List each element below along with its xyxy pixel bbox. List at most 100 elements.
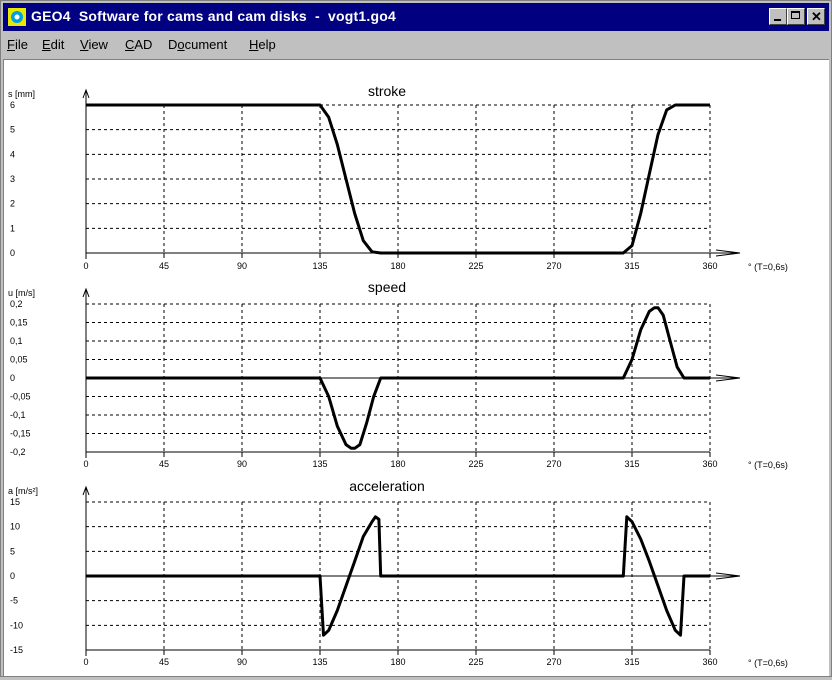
y-tick-label: 10 <box>10 522 20 532</box>
menu-file-label: ile <box>14 37 28 52</box>
x-axis-unit-label: ° (T=0,6s) <box>748 262 788 272</box>
x-tick-label: 270 <box>546 261 561 271</box>
document-area: stroke s [mm] 0 1 2 3 4 5 6 0 45 90 135 180 225 270 315 3… <box>3 59 829 676</box>
menu-cad-mnemonic: C <box>125 37 135 52</box>
y-tick-label: 0,1 <box>10 336 23 346</box>
y-tick-label: 4 <box>10 149 15 159</box>
series-line <box>86 515 710 637</box>
y-tick-label: -0,1 <box>10 410 26 420</box>
y-tick-label: 0,05 <box>10 355 28 365</box>
y-axis-arrow <box>82 88 90 99</box>
y-tick-label: 0 <box>10 373 15 383</box>
y-tick-label: 15 <box>10 497 20 507</box>
x-tick-label: 0 <box>83 459 88 469</box>
x-axis-unit-label: ° (T=0,6s) <box>748 658 788 668</box>
y-tick-label: 3 <box>10 174 15 184</box>
window-title: GEO4 Software for cams and cam disks - v… <box>31 8 396 24</box>
x-tick-label: 0 <box>83 261 88 271</box>
y-tick-label: 0 <box>10 571 15 581</box>
menu-bar: File Edit View CAD Document Help <box>3 33 829 57</box>
x-tick-label: 45 <box>159 657 169 667</box>
maximize-button[interactable] <box>787 8 805 25</box>
y-axis-label: s [mm] <box>8 89 35 99</box>
menu-edit-mnemonic: E <box>42 37 51 52</box>
y-tick-label: 1 <box>10 223 15 233</box>
chart-title: speed <box>368 279 406 295</box>
x-tick-label: 270 <box>546 459 561 469</box>
x-tick-label: 225 <box>468 459 483 469</box>
menu-help-label: elp <box>258 37 276 52</box>
menu-edit[interactable]: Edit <box>42 37 64 52</box>
x-tick-label: 0 <box>83 657 88 667</box>
y-tick-label: -10 <box>10 620 23 630</box>
y-axis-label: u [m/s] <box>8 288 35 298</box>
x-tick-label: 360 <box>702 261 717 271</box>
y-tick-label: -15 <box>10 645 23 655</box>
x-tick-label: 180 <box>390 657 405 667</box>
x-tick-label: 90 <box>237 657 247 667</box>
y-axis-arrow <box>82 485 90 496</box>
y-tick-label: 0 <box>10 248 15 258</box>
y-tick-label: 6 <box>10 100 15 110</box>
x-tick-label: 135 <box>312 657 327 667</box>
x-tick-label: 360 <box>702 657 717 667</box>
y-axis-label: a [m/s²] <box>8 486 38 496</box>
x-tick-label: 270 <box>546 657 561 667</box>
chart-title: stroke <box>368 83 406 99</box>
x-axis-arrow <box>715 249 741 257</box>
y-tick-label: 5 <box>10 546 15 556</box>
menu-cad-label: AD <box>134 37 153 52</box>
x-tick-label: 45 <box>159 459 169 469</box>
close-icon: ✕ <box>811 9 822 24</box>
menu-file-mnemonic: F <box>7 37 15 52</box>
x-tick-label: 90 <box>237 459 247 469</box>
y-tick-label: 0,15 <box>10 318 28 328</box>
y-tick-label: 5 <box>10 125 15 135</box>
y-tick-label: -5 <box>10 596 18 606</box>
y-tick-label: -0,05 <box>10 392 31 402</box>
menu-help-mnemonic: H <box>249 37 259 52</box>
x-axis-arrow <box>715 572 741 580</box>
x-axis-arrow <box>715 374 741 382</box>
series-line <box>86 103 710 255</box>
menu-file[interactable]: File <box>7 37 28 52</box>
close-button[interactable]: ✕ <box>807 8 825 25</box>
maximize-icon <box>791 11 800 19</box>
y-tick-label: 0,2 <box>10 299 23 309</box>
menu-edit-label: dit <box>50 37 65 52</box>
series-line <box>86 306 710 450</box>
minimize-icon <box>774 19 781 21</box>
x-tick-label: 135 <box>312 261 327 271</box>
menu-help[interactable]: Help <box>249 37 276 52</box>
menu-cad[interactable]: CAD <box>125 37 152 52</box>
app-icon[interactable] <box>8 8 26 26</box>
x-axis-unit-label: ° (T=0,6s) <box>748 460 788 470</box>
menu-document-label: cument <box>184 37 228 52</box>
menu-view[interactable]: View <box>80 37 108 52</box>
y-tick-label: -0,2 <box>10 447 26 457</box>
x-tick-label: 225 <box>468 261 483 271</box>
menu-document[interactable]: Document <box>168 37 227 52</box>
y-tick-label: -0,15 <box>10 429 31 439</box>
x-tick-label: 315 <box>624 261 639 271</box>
x-tick-label: 45 <box>159 261 169 271</box>
chart-title: acceleration <box>349 478 425 494</box>
menu-view-mnemonic: V <box>80 37 89 52</box>
x-tick-label: 135 <box>312 459 327 469</box>
x-tick-label: 90 <box>237 261 247 271</box>
x-tick-label: 315 <box>624 657 639 667</box>
menu-document-mnemonic: o <box>177 37 185 52</box>
y-tick-label: 2 <box>10 199 15 209</box>
x-tick-label: 315 <box>624 459 639 469</box>
x-tick-label: 180 <box>390 261 405 271</box>
x-tick-label: 225 <box>468 657 483 667</box>
x-tick-label: 180 <box>390 459 405 469</box>
menu-view-label: iew <box>88 37 108 52</box>
menu-document-pre: D <box>168 37 178 52</box>
minimize-button[interactable] <box>769 8 787 25</box>
y-axis-arrow <box>82 287 90 298</box>
title-bar[interactable]: GEO4 Software for cams and cam disks - v… <box>3 3 829 31</box>
x-tick-label: 360 <box>702 459 717 469</box>
